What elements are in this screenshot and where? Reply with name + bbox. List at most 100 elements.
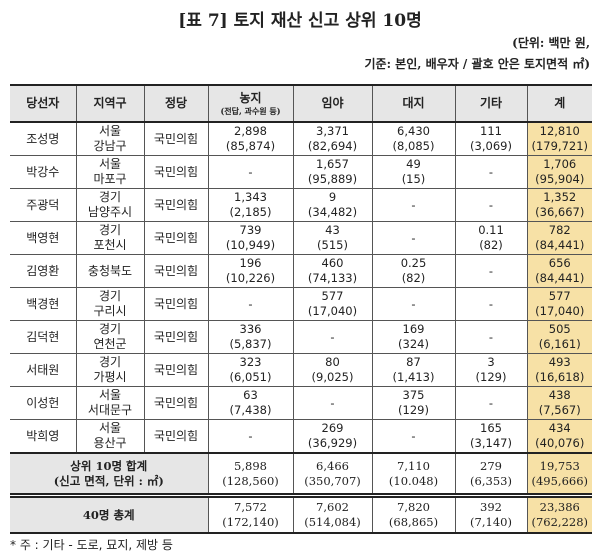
value: 5,898 — [234, 458, 267, 473]
region-value: 경기 — [98, 289, 122, 303]
site-sub: (324) — [398, 337, 429, 351]
party: 국민의힘 — [143, 221, 208, 255]
party: 국민의힘 — [143, 287, 208, 321]
col-site: 대지 — [371, 85, 455, 123]
other: 165 (3,147) — [454, 419, 527, 454]
other: - — [454, 287, 527, 321]
col-total: 계 — [526, 85, 592, 123]
other: - — [454, 155, 527, 189]
all40-farm: 7,572 (172,140) — [207, 496, 293, 534]
site-sub: (15) — [401, 172, 426, 186]
other-value: - — [488, 395, 494, 410]
region: 경기 포천시 — [75, 221, 144, 255]
total-sub: (84,441) — [535, 238, 585, 252]
site-value: - — [411, 230, 416, 245]
top10-sum-label1: 상위 10명 합계 — [70, 458, 148, 473]
region-sub: 연천군 — [93, 337, 127, 351]
area: (514,084) — [304, 515, 361, 529]
other: - — [454, 254, 527, 288]
other-value: - — [488, 296, 494, 311]
footnote: * 주 : 기타 - 도로, 묘지, 제방 등 — [10, 538, 173, 552]
site: - — [371, 419, 455, 454]
other-value: - — [488, 263, 494, 278]
forest: 80 (9,025) — [292, 353, 372, 387]
party: 국민의힘 — [143, 320, 208, 354]
table-row: 조성명 서울 강남구 국민의힘 2,898 (85,874) 3,371 (82,694) 6,… — [10, 122, 592, 156]
value: 7,110 — [397, 458, 430, 473]
farm-value: - — [248, 296, 253, 311]
party: 국민의힘 — [143, 155, 208, 189]
candidate-name: 이성헌 — [10, 386, 76, 420]
forest-value: - — [330, 395, 335, 410]
candidate-name: 김영환 — [10, 254, 76, 288]
other-sub: (129) — [475, 370, 507, 384]
other-value: - — [488, 329, 494, 344]
farm-sub: (7,438) — [229, 403, 272, 417]
total-value: 782 — [548, 223, 571, 237]
all40-site: 7,820 (68,865) — [371, 496, 455, 534]
all40-label: 40명 총계 — [10, 496, 208, 534]
total-value: 12,810 — [539, 124, 580, 138]
forest-value: 80 — [325, 355, 340, 369]
farm-value: 739 — [239, 223, 262, 237]
forest-sub: (34,482) — [307, 205, 358, 219]
candidate-name: 조성명 — [10, 122, 76, 156]
col-name: 당선자 — [10, 85, 76, 123]
forest: 3,371 (82,694) — [292, 122, 372, 156]
farm-value: 1,343 — [234, 190, 267, 204]
farm-value: 323 — [239, 355, 262, 369]
table-row: 박강수 서울 마포구 국민의힘 -1,657 (95,889) 49 (15) -1,706 (9… — [10, 155, 592, 189]
candidate-name: 백영현 — [10, 221, 76, 255]
table-row: 김영환 충청북도 국민의힘 196 (10,226) 460 (74,133) 0.25 (82… — [10, 254, 592, 288]
candidate-name: 박강수 — [10, 155, 76, 189]
candidate-name: 김덕현 — [10, 320, 76, 354]
site: 0.25 (82) — [371, 254, 455, 288]
other: - — [454, 188, 527, 222]
total: 1,352 (36,667) — [526, 188, 592, 222]
farm: 2,898 (85,874) — [207, 122, 293, 156]
all40-forest: 7,602 (514,084) — [292, 496, 372, 534]
region-value: 경기 — [98, 355, 122, 369]
forest-value: 9 — [328, 190, 337, 204]
candidate-name: 주광덕 — [10, 188, 76, 222]
top10-forest: 6,466 (350,707) — [292, 452, 372, 495]
farm-value: 336 — [239, 322, 262, 336]
forest-value: 3,371 — [316, 124, 349, 138]
candidate-name: 서태원 — [10, 353, 76, 387]
region-value: 서울 — [98, 421, 122, 435]
top10-site: 7,110 (10.048) — [371, 452, 455, 495]
farm: - — [207, 419, 293, 454]
col-other: 기타 — [454, 85, 527, 123]
farm-sub: (2,185) — [229, 205, 272, 219]
site: - — [371, 188, 455, 222]
total-sub: (6,161) — [538, 337, 581, 351]
total-value: 1,706 — [543, 157, 577, 171]
region: 경기 가평시 — [75, 353, 144, 387]
all40-table: 40명 총계 7,572 (172,140) 7,602 (514,084) 7,8… — [10, 496, 592, 534]
other-value: - — [488, 197, 494, 212]
all40-total: 23,386 (762,228) — [526, 496, 592, 534]
site-value: 169 — [402, 322, 425, 336]
col-farm-label: 농지 — [239, 91, 262, 105]
farm: 739 (10,949) — [207, 221, 293, 255]
other: 3 (129) — [454, 353, 527, 387]
total: 438 (7,567) — [526, 386, 592, 420]
total: 1,706 (95,904) — [526, 155, 592, 189]
region: 서울 용산구 — [75, 419, 144, 454]
total-sub: (84,441) — [535, 271, 585, 285]
candidate-name: 백경현 — [10, 287, 76, 321]
total-value: 434 — [548, 421, 571, 435]
site-value: 375 — [402, 388, 425, 402]
site-value: - — [411, 296, 416, 311]
farm-sub: (10,226) — [225, 271, 276, 285]
region-value: 경기 — [98, 322, 122, 336]
forest: 577 (17,040) — [292, 287, 372, 321]
other-value: 165 — [480, 421, 502, 435]
col-party: 정당 — [143, 85, 208, 123]
total: 434 (40,076) — [526, 419, 592, 454]
site-value: - — [411, 197, 416, 212]
other-value: - — [488, 164, 494, 179]
other-value: 0.11 — [478, 223, 504, 237]
other-sub: (82) — [479, 238, 503, 252]
farm-value: 196 — [239, 256, 262, 270]
